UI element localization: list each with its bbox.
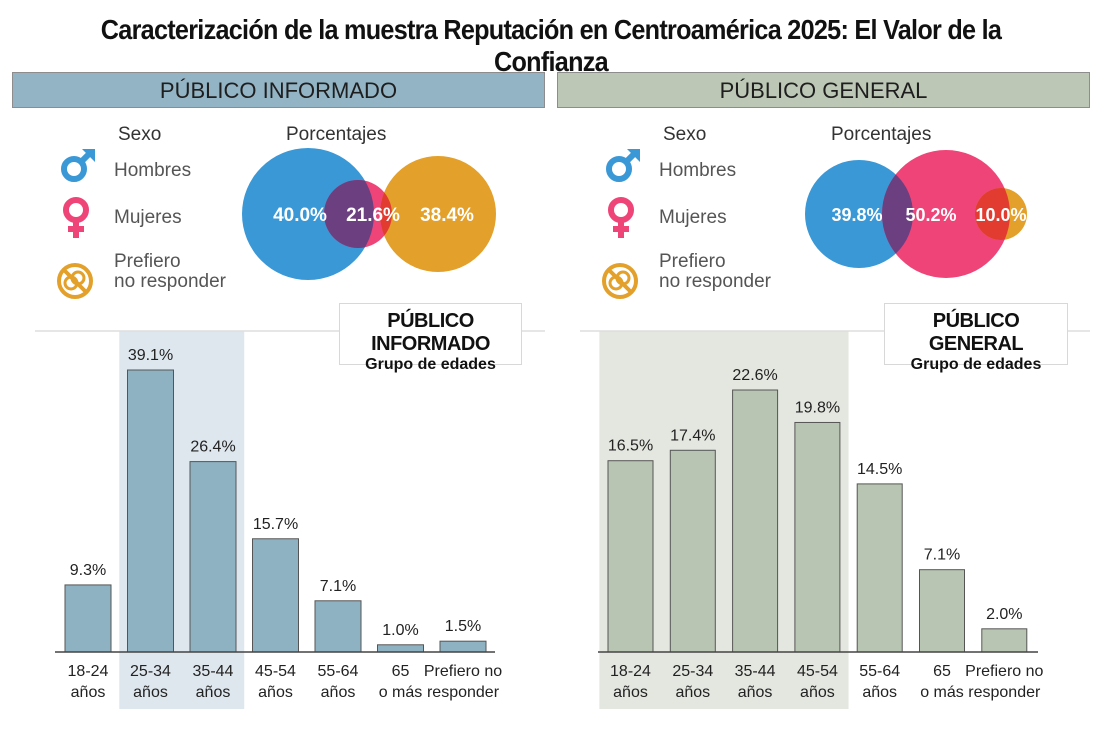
x-tick-label-6-line2: responder [968, 684, 1041, 701]
bar-value-label-3: 19.8% [795, 399, 840, 416]
x-tick-label-0: 18-24 [610, 663, 651, 680]
venn-circle-1 [882, 150, 1010, 278]
venn-title-informed: Porcentajes [286, 124, 387, 145]
bar-4 [856, 483, 903, 653]
bar-3 [252, 538, 299, 653]
no-answer-icon [602, 263, 638, 299]
bar-value-label-1: 17.4% [670, 427, 715, 444]
legend-women-general: Mujeres [659, 207, 727, 228]
female-icon [63, 197, 89, 238]
x-tick-label-2-line2: años [196, 684, 231, 701]
no-answer-icon [57, 263, 93, 299]
bar-value-label-5: 7.1% [924, 547, 960, 564]
sex-legend-title: Sexo [118, 124, 162, 145]
x-tick-label-2: 35-44 [193, 663, 234, 680]
x-tick-label-4: 55-64 [318, 663, 359, 680]
bar-6 [981, 628, 1028, 653]
venn-diagram-1 [805, 150, 1027, 278]
venn-label-2: 38.4% [420, 205, 474, 226]
x-tick-label-5: 65 [933, 663, 951, 680]
venn-diagram-0 [242, 148, 496, 280]
x-tick-label-2: 35-44 [735, 663, 776, 680]
x-tick-label-4-line2: años [862, 684, 897, 701]
x-tick-label-3-line2: años [800, 684, 835, 701]
bar-value-label-3: 15.7% [253, 516, 298, 533]
legend-women: Mujeres [114, 207, 182, 228]
bar-1 [127, 369, 174, 653]
x-tick-label-2-line2: años [738, 684, 773, 701]
bar-value-label-4: 14.5% [857, 461, 902, 478]
bar-value-label-0: 16.5% [608, 438, 653, 455]
x-tick-label-3-line2: años [258, 684, 293, 701]
x-tick-label-1-line2: años [675, 684, 710, 701]
venn-circle-2 [380, 156, 496, 272]
bar-1 [669, 449, 716, 653]
page-title: Caracterización de la muestra Reputación… [100, 14, 1002, 77]
bar-value-label-6: 2.0% [986, 606, 1022, 623]
female-icon [608, 197, 634, 238]
x-tick-label-6: Prefiero no [965, 663, 1043, 680]
bar-value-label-1: 39.1% [128, 347, 173, 364]
bar-5 [919, 569, 965, 653]
age-box-general: PÚBLICO GENERAL Grupo de edades [884, 303, 1068, 373]
bar-chart-0 [35, 330, 545, 709]
x-tick-label-0: 18-24 [68, 663, 109, 680]
legend-prefer: Prefiero no responder [114, 251, 226, 292]
bar-0 [64, 584, 112, 653]
bar-4 [314, 600, 362, 653]
panel-header-general: PÚBLICO GENERAL [557, 72, 1090, 108]
legend-prefer-general: Prefiero no responder [659, 251, 771, 292]
bar-chart-1 [580, 330, 1090, 709]
venn-label-1: 50.2% [905, 205, 956, 225]
venn-label-0: 40.0% [273, 205, 327, 226]
x-tick-label-6-line2: responder [427, 684, 500, 701]
x-tick-label-0-line2: años [71, 684, 106, 701]
x-tick-label-5-line2: o más [379, 684, 423, 701]
bar-0 [607, 460, 654, 653]
panel-header-informed: PÚBLICO INFORMADO [12, 72, 545, 108]
bar-3 [794, 421, 841, 653]
venn-label-2: 10.0% [975, 205, 1026, 225]
x-tick-label-3: 45-54 [797, 663, 838, 680]
venn-circle-0 [805, 160, 913, 268]
venn-label-0: 39.8% [831, 205, 882, 225]
x-tick-label-6: Prefiero no [424, 663, 502, 680]
male-icon [61, 149, 95, 182]
x-tick-label-1: 25-34 [672, 663, 713, 680]
bar-value-label-0: 9.3% [70, 562, 106, 579]
bar-value-label-2: 22.6% [732, 367, 777, 384]
legend-men: Hombres [114, 160, 192, 181]
venn-circle-0 [242, 148, 374, 280]
x-tick-label-3: 45-54 [255, 663, 296, 680]
x-tick-label-5: 65 [392, 663, 410, 680]
bar-6 [439, 640, 487, 653]
bar-value-label-5: 1.0% [382, 622, 418, 639]
x-tick-label-1-line2: años [133, 684, 168, 701]
age-box-informed: PÚBLICO INFORMADO Grupo de edades [339, 303, 522, 373]
legend-men-general: Hombres [659, 160, 737, 181]
male-icon [606, 149, 640, 182]
bar-5 [377, 644, 424, 653]
x-tick-label-1: 25-34 [130, 663, 171, 680]
x-tick-label-0-line2: años [613, 684, 648, 701]
x-tick-label-4: 55-64 [859, 663, 900, 680]
venn-label-1: 21.6% [346, 205, 400, 226]
bar-value-label-4: 7.1% [320, 578, 356, 595]
x-tick-label-4-line2: años [321, 684, 356, 701]
venn-overlap-men-women [324, 180, 374, 248]
venn-title-general: Porcentajes [831, 124, 932, 145]
bar-2 [732, 389, 779, 653]
bar-value-label-2: 26.4% [190, 439, 235, 456]
bar-2 [189, 461, 237, 653]
x-tick-label-5-line2: o más [920, 684, 964, 701]
bar-value-label-6: 1.5% [445, 618, 481, 635]
sex-legend-title-general: Sexo [663, 124, 707, 145]
